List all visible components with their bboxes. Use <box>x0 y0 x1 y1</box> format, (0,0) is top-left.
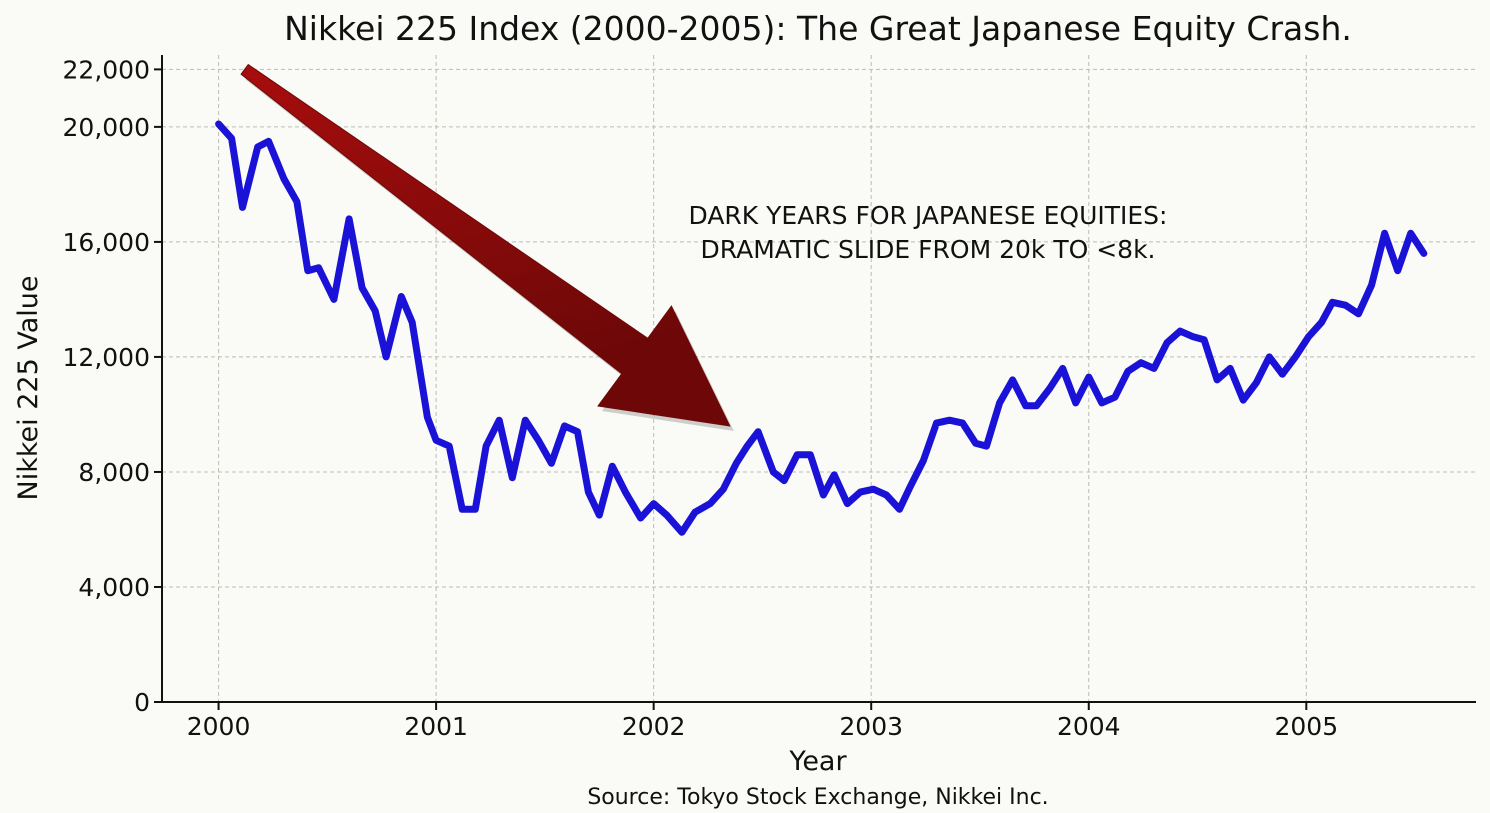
x-tick-label: 2000 <box>187 712 251 741</box>
x-ticks: 2000 2001 2002 2003 2004 2005 <box>187 702 1338 741</box>
chart-title: Nikkei 225 Index (2000-2005): The Great … <box>284 9 1352 48</box>
source-note: Source: Tokyo Stock Exchange, Nikkei Inc… <box>587 785 1048 810</box>
annotation-line-1: DARK YEARS FOR JAPANESE EQUITIES: <box>689 201 1168 230</box>
y-tick-label: 12,000 <box>63 343 150 372</box>
gridlines <box>162 55 1476 702</box>
x-tick-label: 2001 <box>404 712 468 741</box>
x-tick-label: 2005 <box>1274 712 1338 741</box>
y-ticks: 0 4,000 8,000 12,000 16,000 20,000 22,000 <box>63 55 162 717</box>
x-tick-label: 2003 <box>839 712 903 741</box>
x-tick-label: 2004 <box>1057 712 1121 741</box>
y-tick-label: 22,000 <box>63 55 150 84</box>
y-tick-label: 8,000 <box>78 458 150 487</box>
x-axis-label: Year <box>788 746 847 777</box>
series-group <box>215 120 1428 536</box>
axes <box>161 55 1476 703</box>
y-tick-label: 0 <box>134 688 150 717</box>
y-tick-label: 20,000 <box>63 113 150 142</box>
x-tick-label: 2002 <box>622 712 686 741</box>
arrow-annotation <box>240 63 734 431</box>
series-line <box>215 120 1428 536</box>
y-axis-label: Nikkei 225 Value <box>13 276 44 501</box>
annotation-line-2: DRAMATIC SLIDE FROM 20k TO <8k. <box>700 235 1155 264</box>
down-arrow-icon <box>240 63 731 427</box>
y-tick-label: 4,000 <box>78 573 150 602</box>
y-tick-label: 16,000 <box>63 228 150 257</box>
